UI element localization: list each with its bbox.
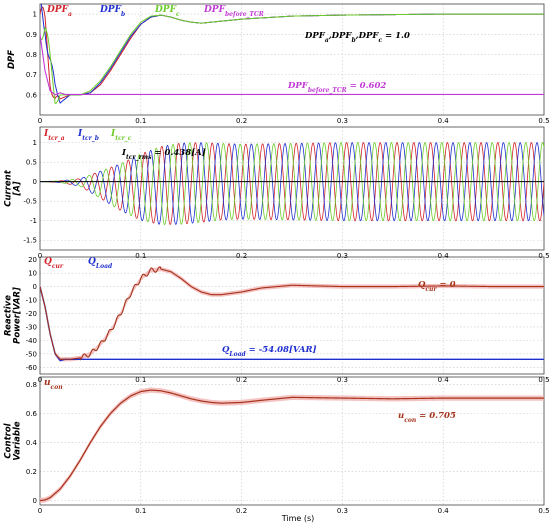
x-tick-label: 0.4 — [438, 376, 450, 384]
line-Qcur — [40, 266, 544, 361]
y-axis-label: ReactivePower[VAR] — [3, 287, 22, 344]
y-tick-label: 20 — [28, 256, 37, 264]
line-Itcr_b — [40, 142, 544, 225]
legend-u-con: ucon — [44, 378, 63, 391]
y-axis-label: Current[A] — [3, 169, 22, 206]
y-tick-label: 0 — [33, 283, 37, 291]
data-layer — [40, 4, 544, 104]
x-tick-label: 0.2 — [236, 252, 247, 260]
data-layer — [40, 387, 544, 504]
legend-I-tcr_a: Itcr_a — [43, 129, 65, 142]
legend-Q-Load: QLoad — [88, 257, 113, 270]
annotation-q-cur: Qcur = 0 — [418, 280, 456, 293]
x-tick-label: 0.2 — [236, 376, 247, 384]
y-tick-label: 0.6 — [26, 91, 38, 99]
line-QLoad — [40, 286, 544, 362]
band-ucon — [40, 387, 544, 504]
x-tick-label: 0.4 — [438, 252, 450, 260]
y-axis-label: ControlVariable — [3, 421, 22, 460]
y-tick-label: 0.9 — [26, 31, 37, 39]
legend-DPF-before_TCR: DPFbefore_TCR — [203, 5, 264, 18]
annotation-i-rms: Itcr_rms = 0.438[A] — [121, 148, 206, 161]
line-DPFbefore_TCR — [40, 34, 544, 96]
y-tick-label: 0.6 — [26, 410, 38, 418]
x-tick-label: 0.3 — [337, 252, 348, 260]
y-tick-label: -1.5 — [23, 237, 37, 245]
x-tick-label: 0.1 — [135, 252, 146, 260]
panel-4: 0 0.2 0.4 0.6 0.8 0 0.1 0.2 0.3 0.4 0.5 ControlVari… — [3, 376, 550, 515]
annotation-dpf-before: DPFbefore_TCR = 0.602 — [287, 81, 386, 94]
line-ucon — [40, 389, 544, 502]
line-Itcr_c — [40, 142, 544, 225]
x-tick-label: 0.1 — [135, 376, 146, 384]
band-Qcur — [40, 266, 544, 362]
x-tick-label: 0.3 — [337, 376, 348, 384]
annotation-u-con: ucon = 0.705 — [398, 411, 456, 424]
y-tick-label: -60 — [26, 364, 37, 372]
y-tick-label: 1 — [33, 11, 37, 19]
x-tick-label: 0.2 — [236, 117, 247, 125]
y-tick-label: 0.8 — [26, 51, 37, 59]
legend-Q-cur: Qcur — [44, 257, 64, 270]
legend-I-tcr_c: Itcr_c — [110, 129, 132, 142]
x-tick-label: 0.5 — [538, 252, 549, 260]
legend-DPF-c: DPFc — [154, 5, 180, 18]
plot-frame — [39, 256, 545, 375]
y-tick-label: 0 — [33, 497, 37, 505]
legend-I-tcr_b: Itcr_b — [77, 129, 99, 142]
x-tick-label: 0.2 — [236, 507, 247, 515]
y-axis-label: DPF — [7, 50, 17, 69]
y-tick-label: -50 — [26, 350, 37, 358]
plot-frame — [39, 3, 545, 116]
y-tick-label: -10 — [26, 297, 37, 305]
data-layer — [40, 142, 544, 225]
annotation-q-load: QLoad = -54.08[VAR] — [222, 345, 317, 358]
data-layer — [40, 266, 544, 362]
x-tick-label: 0.3 — [337, 117, 348, 125]
plot-frame — [39, 126, 545, 251]
y-tick-label: 0.5 — [26, 159, 37, 167]
x-tick-label: 0 — [38, 252, 42, 260]
x-tick-label: 0.5 — [538, 117, 549, 125]
x-tick-label: 0.5 — [538, 507, 549, 515]
y-tick-label: -0.5 — [23, 198, 37, 206]
y-tick-label: -40 — [26, 337, 37, 345]
x-tick-label: 0.1 — [135, 507, 146, 515]
y-tick-label: 0.7 — [26, 71, 37, 79]
legend-DPF-b: DPFb — [99, 5, 125, 18]
y-tick-label: -20 — [26, 310, 37, 318]
x-axis-label: Time (s) — [281, 514, 315, 523]
x-tick-label: 0.4 — [438, 117, 450, 125]
y-tick-label: 0.4 — [26, 439, 38, 447]
x-tick-label: 0.1 — [135, 117, 146, 125]
annotation-dpf-final: DPFa,DPFb,DPFc = 1.0 — [304, 31, 410, 44]
line-DPFc — [40, 13, 544, 104]
y-tick-label: -30 — [26, 323, 37, 331]
y-tick-label: 0 — [33, 178, 37, 186]
legend-DPF-a: DPFa — [46, 5, 72, 18]
panel-1: 0.6 0.7 0.8 0.9 1 0 0.1 0.2 0.3 0.4 0.5 DPF DPFa DPFb… — [7, 3, 550, 125]
y-tick-label: 10 — [28, 270, 37, 278]
y-tick-label: 1 — [33, 139, 37, 147]
x-tick-label: 0 — [38, 507, 42, 515]
panel-2: -1.5 -1 -0.5 0 0.5 1 0 0.1 0.2 0.3 0.4 0.5 Current[A… — [3, 126, 550, 260]
x-tick-label: 0.4 — [438, 507, 450, 515]
y-tick-label: 0.8 — [26, 381, 37, 389]
y-tick-label: 0.2 — [26, 468, 37, 476]
x-tick-label: 0.3 — [337, 507, 348, 515]
x-tick-label: 0 — [38, 117, 42, 125]
y-tick-label: -1 — [30, 217, 37, 225]
plot-frame — [39, 376, 545, 506]
